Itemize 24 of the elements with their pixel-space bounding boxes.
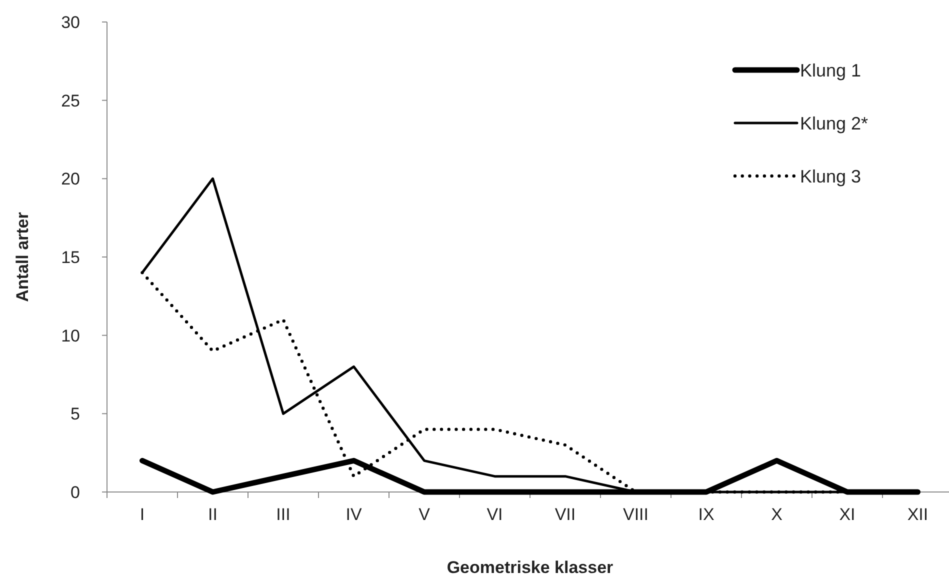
- y-tick-label: 20: [61, 170, 80, 189]
- x-axis-title: Geometriske klasser: [446, 558, 614, 577]
- x-tick-label: VIII: [622, 505, 649, 524]
- y-tick-label: 5: [70, 404, 80, 424]
- x-tick-label: III: [276, 505, 290, 524]
- x-tick-label: X: [771, 505, 782, 524]
- x-tick-label: VI: [486, 505, 503, 524]
- y-tick-label: 15: [61, 248, 80, 267]
- legend-label: Klung 3: [800, 166, 862, 186]
- y-axis-title: Antall arter: [12, 212, 32, 302]
- legend-label: Klung 2*: [800, 113, 868, 134]
- legend-label: Klung 1: [800, 60, 862, 80]
- x-tick-label: I: [140, 505, 145, 524]
- x-tick-label: IV: [346, 505, 362, 524]
- x-tick-label: VII: [554, 505, 576, 524]
- x-tick-label: IX: [698, 505, 714, 524]
- x-tick-label: II: [208, 505, 218, 524]
- y-tick-label: 10: [61, 326, 80, 346]
- x-tick-label: XII: [907, 505, 928, 524]
- y-tick-label: 25: [61, 91, 80, 110]
- x-tick-label: XI: [839, 505, 856, 524]
- x-tick-label: V: [418, 505, 431, 524]
- y-tick-label: 0: [70, 482, 80, 502]
- y-tick-label: 30: [61, 12, 80, 32]
